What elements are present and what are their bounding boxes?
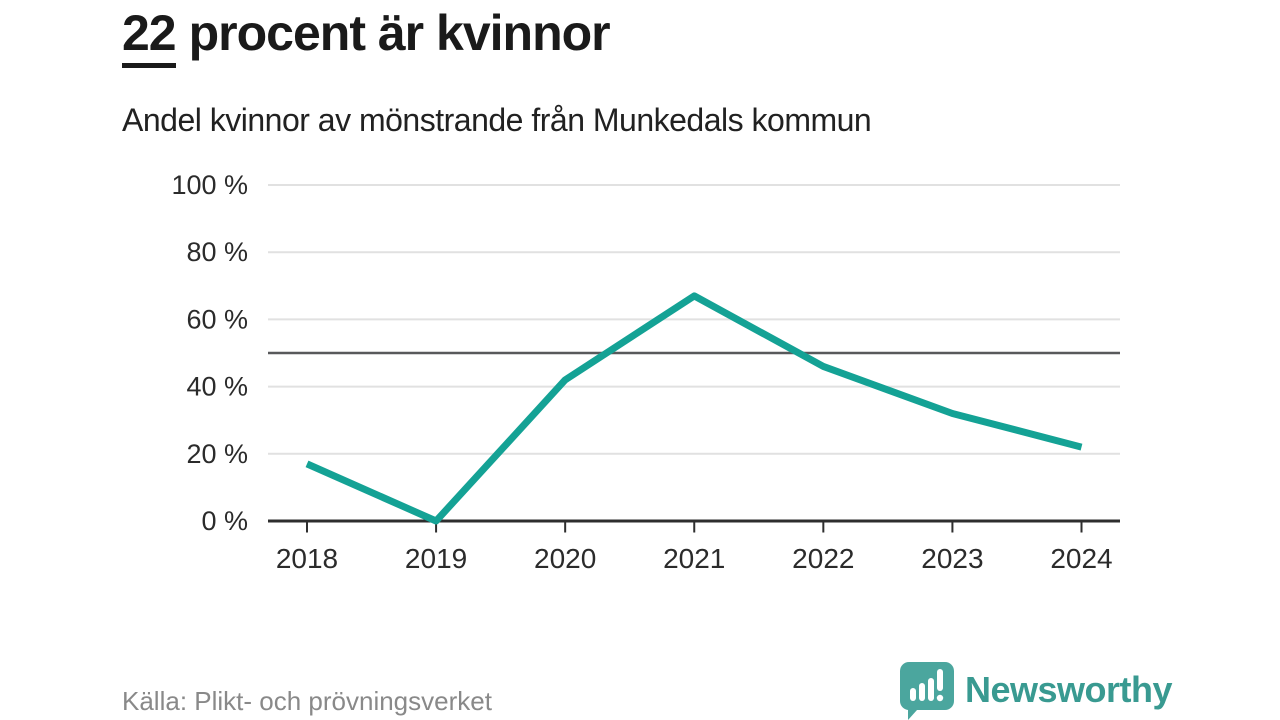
title-rest: procent är kvinnor xyxy=(188,5,611,61)
y-axis-label: 100 % xyxy=(171,170,248,200)
logo-bar-small xyxy=(910,688,916,701)
trend-line xyxy=(305,292,1083,525)
newsworthy-logo: Newsworthy xyxy=(897,660,1173,720)
x-axis-label: 2022 xyxy=(792,543,854,574)
y-axis-label: 40 % xyxy=(186,372,248,402)
bar-chart-speech-bubble-icon xyxy=(899,662,954,720)
logo-exclamation-dot xyxy=(936,694,944,702)
y-axis-label: 60 % xyxy=(186,304,248,334)
y-axis-label: 0 % xyxy=(201,506,248,536)
y-axis-label: 80 % xyxy=(186,237,248,267)
logo-bar-large xyxy=(928,678,934,701)
line-chart: 2018 2019 2020 2021 2022 2023 2024 0 % 20 % 40 % 6… xyxy=(171,170,1120,574)
y-axis-label: 20 % xyxy=(186,439,248,469)
x-axis-label: 2018 xyxy=(276,543,338,574)
source-text: Källa: Plikt- och prövningsverket xyxy=(122,686,492,716)
newsworthy-wordmark: Newsworthy xyxy=(965,669,1173,710)
x-axis-label: 2020 xyxy=(534,543,596,574)
logo-bar-medium xyxy=(919,683,925,701)
x-axis-label: 2019 xyxy=(405,543,467,574)
chart-subtitle: Andel kvinnor av mönstrande från Munkeda… xyxy=(122,102,872,138)
x-axis-label: 2023 xyxy=(921,543,983,574)
page-title: 22 procent är kvinnor xyxy=(122,4,611,68)
x-axis-label: 2021 xyxy=(663,543,725,574)
x-axis-label: 2024 xyxy=(1050,543,1112,574)
title-highlight-number: 22 xyxy=(122,4,177,68)
speech-bubble-shape xyxy=(899,662,954,720)
logo-exclamation-bar xyxy=(937,669,943,691)
